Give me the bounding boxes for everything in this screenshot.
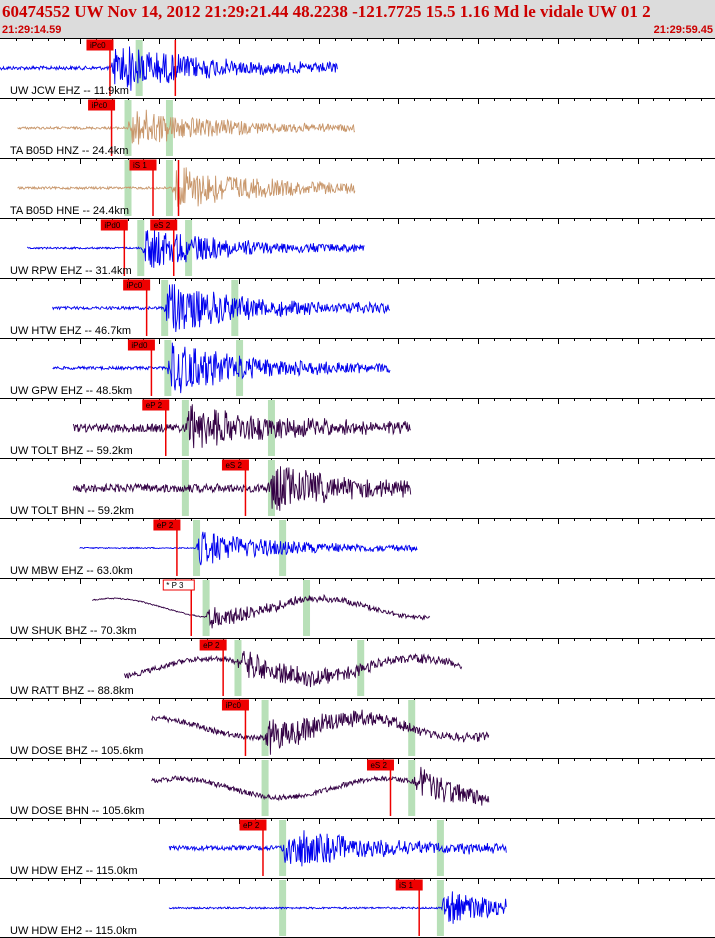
phase-pick-box[interactable] bbox=[239, 819, 267, 831]
arrival-window bbox=[261, 700, 269, 756]
station-label: UW HDW EHZ -- 115.0km bbox=[10, 865, 138, 877]
station-label: UW HTW EHZ -- 46.7km bbox=[10, 325, 131, 337]
trace-panel: eS 2 UW TOLT BHN -- 59.2km bbox=[0, 458, 715, 517]
trace-panel: iPd0 UW GPW EHZ -- 48.5km bbox=[0, 338, 715, 397]
waveform-trace bbox=[123, 650, 463, 688]
trace-panel: eS 2 UW DOSE BHN -- 105.6km bbox=[0, 758, 715, 817]
waveform-trace bbox=[92, 593, 431, 629]
arrival-window bbox=[231, 280, 239, 336]
trace-panel: iPd0 eS 2 UW RPW EHZ -- 31.4km bbox=[0, 218, 715, 277]
waveform-trace bbox=[79, 531, 418, 566]
phase-pick-box[interactable] bbox=[221, 459, 249, 471]
arrival-window bbox=[202, 580, 210, 636]
phase-pick-label: iPc0 bbox=[92, 101, 108, 110]
phase-pick-box[interactable] bbox=[86, 39, 114, 51]
phase-pick-box[interactable] bbox=[88, 99, 116, 111]
station-label: UW RPW EHZ -- 31.4km bbox=[10, 265, 132, 277]
trace-panel: eP 2 UW TOLT BHZ -- 59.2km bbox=[0, 398, 715, 457]
waveform-trace bbox=[168, 830, 507, 867]
arrival-window bbox=[408, 760, 416, 816]
phase-pick-box[interactable] bbox=[123, 279, 151, 291]
phase-pick-label: iS 1 bbox=[133, 161, 147, 170]
arrival-window bbox=[165, 160, 173, 216]
waveform-trace bbox=[151, 766, 490, 806]
phase-pick-label: iPc0 bbox=[127, 281, 143, 290]
trace-panel: iPc0 UW HTW EHZ -- 46.7km bbox=[0, 278, 715, 337]
waveform-trace bbox=[0, 46, 338, 91]
arrival-window bbox=[164, 340, 172, 396]
arrival-window bbox=[161, 280, 169, 336]
arrival-window bbox=[357, 640, 365, 696]
phase-pick-label: eS 2 bbox=[225, 461, 242, 470]
arrival-window bbox=[193, 520, 201, 576]
station-label: UW RATT BHZ -- 88.8km bbox=[10, 685, 134, 697]
station-label: UW GPW EHZ -- 48.5km bbox=[10, 385, 132, 397]
waveform-trace bbox=[72, 404, 412, 449]
station-label: UW MBW EHZ -- 63.0km bbox=[10, 565, 133, 577]
window-start-time: 21:29:14.59 bbox=[2, 24, 62, 36]
phase-pick-box[interactable] bbox=[199, 639, 227, 651]
waveform-trace bbox=[150, 709, 490, 755]
phase-pick-box[interactable] bbox=[127, 339, 155, 351]
arrival-window bbox=[261, 760, 269, 816]
phase-pick-label: eP 2 bbox=[146, 401, 163, 410]
trace-panel: iPc0 UW JCW EHZ -- 11.9km bbox=[0, 38, 715, 97]
trace-panel: eP 2 UW RATT BHZ -- 88.8km bbox=[0, 638, 715, 697]
trace-panel: iPc0 TA B05D HNZ -- 24.4km bbox=[0, 98, 715, 157]
trace-panel: eP 2 UW MBW EHZ -- 63.0km bbox=[0, 518, 715, 577]
station-label: UW SHUK BHZ -- 70.3km bbox=[10, 625, 137, 637]
trace-panel: * P 3 UW SHUK BHZ -- 70.3km bbox=[0, 578, 715, 637]
station-label: UW JCW EHZ -- 11.9km bbox=[10, 85, 129, 97]
station-label: UW TOLT BHZ -- 59.2km bbox=[10, 445, 133, 457]
phase-pick-box[interactable] bbox=[395, 879, 423, 891]
arrival-window bbox=[408, 700, 416, 756]
trace-panel: iPc0 UW DOSE BHZ -- 105.6km bbox=[0, 698, 715, 757]
phase-pick-label: eP 2 bbox=[203, 641, 220, 650]
waveform-trace bbox=[17, 109, 356, 145]
phase-pick-label: eS 2 bbox=[370, 761, 387, 770]
station-label: UW TOLT BHN -- 59.2km bbox=[10, 505, 134, 517]
phase-pick-label: eP 2 bbox=[243, 821, 260, 830]
event-header: 60474552 UW Nov 14, 2012 21:29:21.44 48.… bbox=[0, 0, 715, 38]
waveform-trace bbox=[17, 167, 356, 208]
seismogram-plot[interactable]: iPc0 UW JCW EHZ -- 11.9km iPc0 TA B05D HNZ … bbox=[0, 38, 715, 938]
waveform-trace bbox=[27, 229, 365, 268]
waveform-trace bbox=[72, 466, 412, 511]
trace-panel: iS 1 UW HDW EH2 -- 115.0km bbox=[0, 878, 715, 937]
phase-pick-label: iPc0 bbox=[90, 41, 106, 50]
arrival-window bbox=[303, 580, 311, 636]
waveform-trace bbox=[52, 284, 390, 333]
phase-pick-label: eP 2 bbox=[157, 521, 174, 530]
phase-pick-label: iPc0 bbox=[225, 701, 241, 710]
arrival-window bbox=[236, 340, 244, 396]
phase-pick-label: iPd0 bbox=[131, 341, 148, 350]
phase-pick-box[interactable] bbox=[162, 579, 195, 591]
station-label: TA B05D HNE -- 24.4km bbox=[10, 205, 129, 217]
window-end-time: 21:29:59.45 bbox=[653, 24, 713, 36]
phase-pick-box[interactable] bbox=[142, 399, 170, 411]
trace-panel: iS 1 TA B05D HNE -- 24.4km bbox=[0, 158, 715, 217]
waveform-trace bbox=[52, 342, 391, 394]
phase-pick-label: eS 2 bbox=[154, 221, 171, 230]
station-label: UW DOSE BHZ -- 105.6km bbox=[10, 745, 143, 757]
station-label: UW DOSE BHN -- 105.6km bbox=[10, 805, 144, 817]
phase-pick-box[interactable] bbox=[366, 759, 394, 771]
arrival-window bbox=[279, 820, 287, 876]
station-label: UW HDW EH2 -- 115.0km bbox=[10, 925, 137, 937]
station-label: TA B05D HNZ -- 24.4km bbox=[10, 145, 128, 157]
waveform-trace bbox=[168, 891, 507, 924]
arrival-window bbox=[436, 820, 444, 876]
phase-pick-label: iS 1 bbox=[399, 881, 413, 890]
trace-panel: eP 2 UW HDW EHZ -- 115.0km bbox=[0, 818, 715, 877]
phase-pick-label: iPd0 bbox=[104, 221, 121, 230]
event-title: 60474552 UW Nov 14, 2012 21:29:21.44 48.… bbox=[2, 2, 651, 21]
phase-pick-label: * P 3 bbox=[166, 581, 184, 590]
phase-pick-box[interactable] bbox=[150, 219, 178, 231]
phase-pick-box[interactable] bbox=[129, 159, 157, 171]
phase-pick-box[interactable] bbox=[221, 699, 249, 711]
phase-pick-box[interactable] bbox=[100, 219, 128, 231]
phase-pick-box[interactable] bbox=[153, 519, 181, 531]
